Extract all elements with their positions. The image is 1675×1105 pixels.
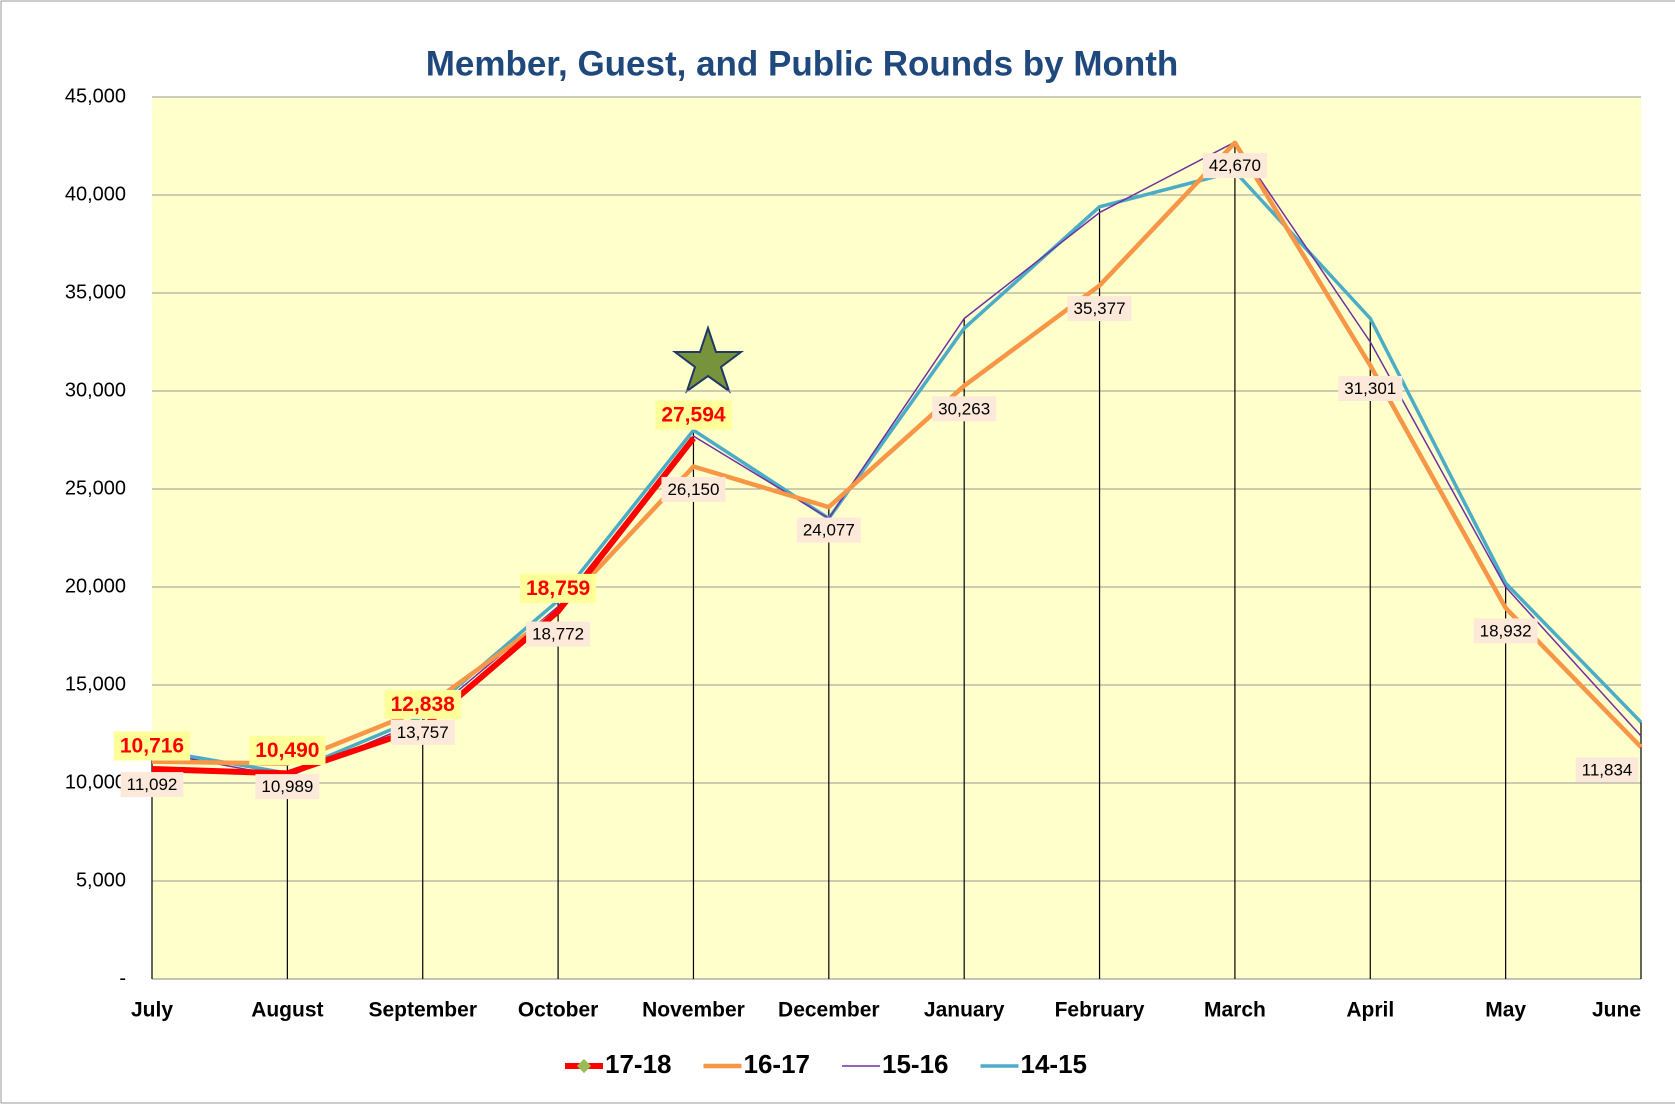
data-label-bg	[1067, 296, 1132, 322]
data-label: 18,772	[532, 625, 584, 644]
x-tick-label: September	[368, 999, 477, 1022]
data-label-group: 24,077	[796, 517, 861, 543]
data-label: 35,377	[1074, 299, 1126, 318]
data-label: 24,077	[803, 521, 855, 540]
x-tick-label: August	[251, 999, 323, 1022]
data-label-group: 12,838	[384, 689, 462, 719]
y-tick-label: 40,000	[65, 183, 126, 205]
data-label-bg	[249, 735, 326, 765]
y-tick-label: 20,000	[65, 575, 126, 597]
data-label: 18,759	[526, 577, 590, 600]
legend-label: 14-15	[1021, 1049, 1088, 1079]
x-tick-label: July	[131, 999, 173, 1022]
legend-marker	[576, 1058, 592, 1074]
data-label-bg	[113, 731, 191, 761]
x-tick-label: February	[1055, 999, 1145, 1022]
data-label-bg	[661, 476, 726, 502]
data-label: 10,716	[120, 735, 184, 758]
x-tick-label: April	[1346, 999, 1394, 1022]
y-tick-label: 35,000	[65, 281, 126, 303]
data-label-group: 31,301	[1338, 375, 1403, 401]
data-label-group: 11,092	[120, 772, 184, 798]
data-label-group: 27,594	[655, 400, 732, 430]
data-label: 18,932	[1480, 621, 1532, 640]
y-tick-label: 30,000	[65, 379, 126, 401]
data-label-bg	[1473, 618, 1538, 644]
data-label: 13,757	[397, 723, 449, 742]
data-label: 11,092	[127, 775, 178, 794]
data-label: 10,490	[255, 739, 319, 762]
data-label-group: 30,263	[932, 396, 997, 422]
legend-label: 15-16	[882, 1049, 949, 1079]
data-label: 27,594	[661, 404, 726, 427]
legend-label: 17-18	[605, 1049, 672, 1079]
data-label-group: 18,772	[526, 621, 591, 647]
data-label-bg	[526, 621, 591, 647]
data-label: 12,838	[391, 693, 456, 716]
x-tick-label: May	[1485, 999, 1526, 1022]
data-label-group: 13,757	[390, 719, 455, 745]
x-tick-label: March	[1204, 999, 1266, 1022]
data-label-group: 18,932	[1473, 618, 1538, 644]
data-label: 31,301	[1344, 379, 1396, 398]
data-label-bg	[796, 517, 861, 543]
data-label-bg	[519, 573, 597, 603]
data-label: 42,670	[1209, 156, 1261, 175]
x-tick-label: November	[642, 999, 745, 1022]
data-label-group: 10,716	[113, 731, 191, 761]
y-tick-label: 15,000	[65, 673, 126, 695]
data-label-bg	[390, 719, 455, 745]
data-label-bg	[1202, 153, 1267, 179]
y-tick-label: 10,000	[65, 771, 126, 793]
data-label-bg	[255, 774, 320, 800]
legend-label: 16-17	[744, 1049, 811, 1079]
data-label-group: 35,377	[1067, 296, 1132, 322]
data-label-group: 18,759	[519, 573, 597, 603]
data-label-bg	[655, 400, 732, 430]
data-label-group: 10,490	[249, 735, 326, 765]
data-label-group: 10,989	[255, 774, 320, 800]
star-annotation	[672, 324, 744, 394]
data-label-group: 11,834	[1575, 757, 1639, 783]
plot-area	[152, 97, 1641, 979]
data-label-group: 42,670	[1202, 153, 1267, 179]
x-tick-label: January	[924, 999, 1005, 1022]
y-tick-label: 45,000	[65, 85, 126, 107]
chart-title: Member, Guest, and Public Rounds by Mont…	[426, 44, 1179, 83]
y-tick-label: -	[119, 967, 126, 989]
data-label-bg	[120, 772, 184, 798]
data-label-bg	[384, 689, 462, 719]
data-label-bg	[1338, 375, 1403, 401]
data-label: 10,989	[261, 777, 313, 796]
y-tick-label: 25,000	[65, 477, 126, 499]
data-label: 11,834	[1582, 761, 1633, 780]
data-label-bg	[1575, 757, 1639, 783]
data-label-group: 26,150	[661, 476, 726, 502]
y-tick-label: 5,000	[76, 869, 126, 891]
x-tick-label: December	[778, 999, 880, 1022]
x-tick-label: June	[1592, 999, 1641, 1022]
x-tick-label: October	[518, 999, 599, 1022]
data-label-bg	[932, 396, 997, 422]
data-label: 30,263	[938, 399, 990, 418]
data-label: 26,150	[667, 480, 719, 499]
